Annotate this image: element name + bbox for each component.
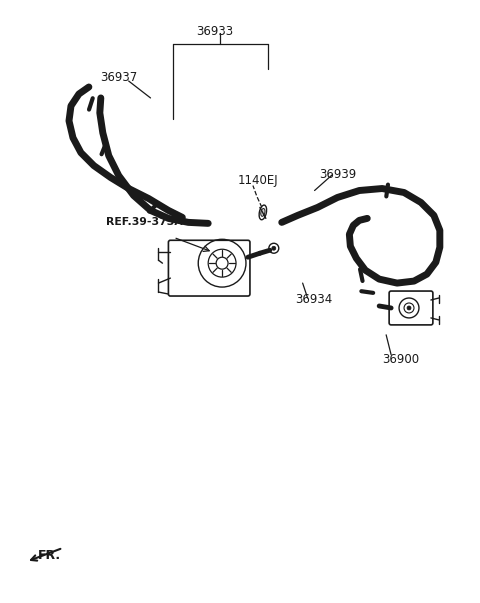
Ellipse shape xyxy=(261,209,265,216)
Circle shape xyxy=(407,306,411,310)
Circle shape xyxy=(272,246,276,250)
Text: 36939: 36939 xyxy=(320,168,357,181)
Text: REF.39-373A: REF.39-373A xyxy=(106,218,182,227)
Text: 1140EJ: 1140EJ xyxy=(238,174,278,186)
Text: FR.: FR. xyxy=(38,549,61,563)
Text: 36934: 36934 xyxy=(295,293,332,306)
Text: 36937: 36937 xyxy=(100,71,137,84)
Text: 36933: 36933 xyxy=(196,25,233,38)
Circle shape xyxy=(269,243,279,253)
Text: 36900: 36900 xyxy=(382,353,420,366)
